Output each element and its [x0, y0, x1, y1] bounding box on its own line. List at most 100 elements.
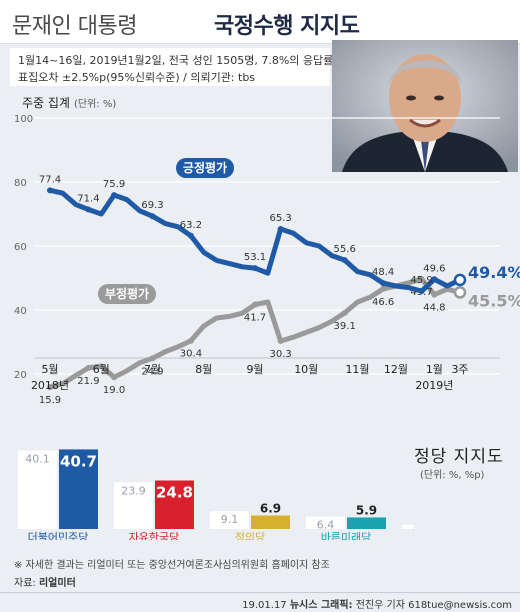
bar-previous — [18, 450, 57, 529]
year-label: 2019년 — [415, 379, 453, 392]
negative-series-point — [277, 338, 284, 345]
negative-series-point — [111, 374, 118, 381]
bar-previous-label: 40.1 — [25, 453, 50, 466]
positive-series-point — [149, 213, 156, 220]
source-note: 자료: 리얼미터 — [14, 574, 76, 589]
credit-date: 19.01.17 — [242, 600, 287, 611]
bar-previous-label: 2.2 — [413, 527, 414, 540]
negative-series-data-label: 39.1 — [334, 321, 356, 332]
positive-series-point — [111, 192, 118, 199]
bar-previous — [114, 482, 153, 529]
party-name-label: 정의당 — [235, 531, 265, 540]
party-name-label: 바른미래당 — [321, 531, 372, 540]
negative-series-point — [47, 384, 53, 391]
footnote: ※ 자세한 결과는 리얼미터 또는 중앙선거여론조사심의위원회 홈페이지 참조 — [14, 560, 330, 571]
y-tick-label: 80 — [14, 178, 27, 189]
positive-series-point — [380, 280, 387, 287]
bar-current — [347, 517, 386, 529]
positive-series-data-label: 77.4 — [39, 174, 61, 185]
y-tick-label: 100 — [14, 114, 33, 125]
x-tick-label: 10월 — [294, 363, 318, 376]
positive-series-data-label: 69.3 — [141, 200, 163, 211]
header-bar: 문재인 대통령 국정수행 지지도 — [0, 0, 520, 44]
x-tick-label: 11월 — [345, 363, 369, 376]
positive-series-data-label: 53.1 — [244, 252, 266, 263]
chart-section-unit: (단위: %) — [73, 99, 117, 110]
positive-series-data-label: 48.4 — [372, 267, 394, 278]
positive-series-data-label: 55.6 — [334, 244, 356, 255]
negative-series-data-label: 30.3 — [269, 349, 291, 360]
positive-series-point — [341, 257, 348, 264]
footer-divider — [0, 592, 520, 593]
negative-series-data-label: 44.8 — [423, 303, 445, 314]
x-tick-label: 9월 — [246, 363, 263, 376]
negative-series-point — [418, 275, 425, 282]
positive-series-point — [277, 226, 284, 233]
source-label: 자료: — [14, 578, 36, 589]
x-tick-label: 8월 — [195, 363, 212, 376]
bar-current-label: 24.8 — [156, 484, 193, 502]
positive-series-point — [47, 187, 53, 194]
chart-section-title: 주중 집계 (단위: %) — [22, 94, 116, 111]
positive-series-name: 긍정평가 — [183, 160, 227, 175]
negative-series-data-label: 30.4 — [180, 349, 202, 360]
negative-series-data-label: 41.7 — [244, 313, 266, 324]
negative-series-data-label: 19.0 — [103, 385, 125, 396]
bar-current — [155, 480, 194, 529]
positive-series-point — [85, 206, 92, 213]
negative-series-point — [431, 291, 438, 298]
positive-series-data-label: 75.9 — [103, 179, 125, 190]
negative-series-point — [187, 337, 194, 344]
x-tick-label: 3주 — [451, 363, 468, 376]
credit-line: 19.01.17 뉴시스 그래픽: 전진우 기자 618tue@newsis.c… — [242, 596, 512, 611]
negative-series-point — [252, 301, 258, 308]
bar-current — [59, 449, 98, 529]
president-portrait — [332, 40, 518, 172]
negative-series-data-label: 15.9 — [39, 395, 61, 406]
negative-series-data-label: 46.6 — [372, 297, 394, 308]
page-title: 국정수행 지지도 — [214, 14, 360, 39]
positive-series-point — [252, 265, 258, 272]
source-name: 리얼미터 — [38, 578, 76, 589]
party-chart-unit: (단위: %, %p) — [420, 470, 485, 481]
negative-series-point — [380, 285, 387, 292]
positive-series-data-label: 65.3 — [269, 213, 291, 224]
survey-info-line-1: 1월14~16일, 2019년1월2일, 전국 성인 1505명, 7.8%의 … — [18, 54, 334, 67]
credit-agency: 뉴시스 그래픽: — [289, 600, 353, 611]
bar-previous-label: 6.4 — [317, 518, 335, 531]
x-tick-label: 12월 — [384, 363, 408, 376]
approval-line-chart: 20 40 60 80 100 15.9 21.9 19.0 24.9 30.4 41.7 30.3 3… — [14, 114, 520, 406]
x-tick-label: 5월 — [41, 363, 58, 376]
bar-previous — [402, 524, 414, 529]
positive-series-point — [187, 232, 194, 239]
negative-series-point — [85, 364, 92, 371]
y-tick-label: 40 — [14, 306, 27, 317]
title-divider — [0, 43, 520, 44]
positive-series-bubble — [176, 158, 234, 178]
party-name-label: 더불어민주당 — [28, 531, 89, 540]
bar-previous-label: 23.9 — [121, 484, 146, 497]
negative-series-end-label: 45.5% — [468, 291, 520, 310]
y-tick-label: 60 — [14, 242, 27, 253]
survey-info-line-2: 표집오차 ±2.5%p(95%신뢰수준) / 의뢰기관: tbs — [18, 71, 256, 84]
negative-series-point — [149, 355, 156, 362]
portrait-image — [332, 40, 518, 172]
bar-previous — [306, 516, 345, 529]
negative-series-data-label: 21.9 — [77, 376, 99, 387]
survey-info-box: 1월14~16일, 2019년1월2일, 전국 성인 1505명, 7.8%의 … — [10, 48, 334, 86]
negative-series-name: 부정평가 — [105, 286, 149, 301]
positive-series-data-label: 63.2 — [180, 220, 202, 231]
positive-series-point — [453, 273, 467, 287]
positive-series-data-label: 45.9 — [410, 275, 432, 286]
credit-author: 전진우 기자 618tue@newsis.com — [355, 600, 512, 611]
bar-previous — [210, 511, 249, 529]
bar-current-label: 40.7 — [60, 452, 97, 470]
page-title-prefix: 문재인 대통령 — [12, 14, 137, 39]
negative-series-bubble — [98, 284, 156, 304]
x-tick-label: 6월 — [93, 363, 110, 376]
x-tick-label: 7월 — [144, 363, 161, 376]
positive-series-end-label: 49.4% — [468, 263, 520, 282]
bar-current — [251, 515, 290, 529]
bar-current-label: 6.9 — [260, 502, 281, 516]
